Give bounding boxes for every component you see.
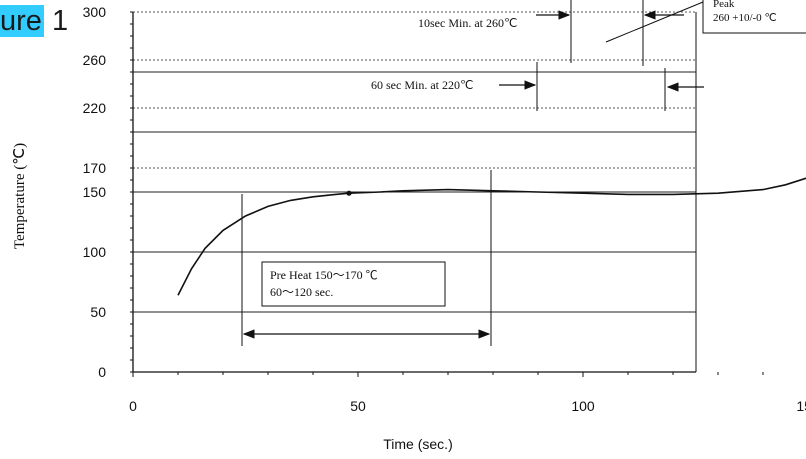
x-tick-label-0: 0 <box>129 398 137 414</box>
profile-point-0 <box>346 190 352 196</box>
ten-sec-annotation: 10sec Min. at 260℃ <box>418 16 517 30</box>
y-tick-label-100: 100 <box>83 244 107 260</box>
figure-label: ure 1 <box>0 4 68 38</box>
figure-label-number: 1 <box>43 5 69 37</box>
peak-annotation-value: 260 +10/-0 ℃ <box>713 12 777 24</box>
y-axis-title: Temperature (℃) <box>12 143 28 249</box>
y-tick-label-50: 50 <box>90 304 106 320</box>
x-tick-label-50: 50 <box>350 398 366 414</box>
figure-label-highlight: ure <box>0 5 44 37</box>
peak-leader-line <box>605 1 704 43</box>
peak-box <box>702 0 806 34</box>
x-tick-label-100: 100 <box>571 398 595 414</box>
preheat-box <box>261 261 446 307</box>
y-tick-label-260: 260 <box>83 52 107 68</box>
y-tick-label-0: 0 <box>98 364 106 380</box>
preheat-annotation-line2: 60～120 sec. <box>270 285 333 299</box>
y-tick-label-150: 150 <box>83 184 107 200</box>
y-tick-label-300: 300 <box>83 4 107 20</box>
sixty-sec-annotation: 60 sec Min. at 220℃ <box>371 78 473 92</box>
y-tick-label-170: 170 <box>83 160 107 176</box>
temperature-profile-line <box>177 177 806 296</box>
preheat-annotation-line1: Pre Heat 150～170 ℃ <box>270 268 378 282</box>
x-tick-label-150: 150 <box>796 398 806 414</box>
x-axis-title: Time (sec.) <box>383 436 452 452</box>
peak-annotation-title: Peak <box>713 0 735 10</box>
y-tick-label-220: 220 <box>83 100 107 116</box>
